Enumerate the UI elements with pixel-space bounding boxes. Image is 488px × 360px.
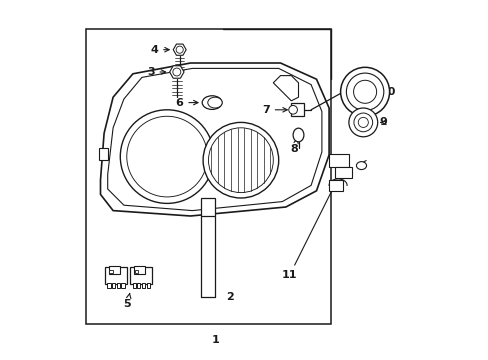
Polygon shape bbox=[101, 63, 328, 216]
Circle shape bbox=[358, 117, 367, 127]
Text: 4: 4 bbox=[150, 45, 169, 55]
Bar bbox=[105, 267, 126, 284]
Bar bbox=[130, 267, 152, 284]
Bar bbox=[134, 270, 138, 273]
Bar bbox=[86, 29, 330, 324]
Text: 7: 7 bbox=[262, 105, 286, 115]
Bar bbox=[146, 283, 149, 288]
Text: 11: 11 bbox=[281, 185, 334, 280]
Ellipse shape bbox=[356, 162, 366, 170]
Polygon shape bbox=[107, 68, 321, 211]
Circle shape bbox=[353, 113, 372, 132]
Bar bbox=[121, 283, 124, 288]
Circle shape bbox=[348, 108, 377, 137]
Circle shape bbox=[176, 46, 183, 53]
Text: 1: 1 bbox=[211, 335, 219, 345]
Bar bbox=[334, 167, 351, 178]
Bar bbox=[201, 198, 215, 216]
Circle shape bbox=[203, 122, 278, 198]
Bar bbox=[99, 148, 107, 160]
Circle shape bbox=[288, 105, 297, 114]
Text: 5: 5 bbox=[123, 293, 131, 309]
Ellipse shape bbox=[207, 97, 222, 108]
Bar bbox=[142, 283, 145, 288]
Text: 6: 6 bbox=[175, 98, 198, 108]
Bar bbox=[328, 154, 348, 167]
Ellipse shape bbox=[292, 128, 303, 142]
Circle shape bbox=[340, 67, 389, 116]
Circle shape bbox=[353, 80, 376, 103]
Text: 3: 3 bbox=[146, 67, 165, 77]
Bar bbox=[112, 283, 115, 288]
Bar bbox=[107, 283, 110, 288]
Circle shape bbox=[208, 128, 273, 193]
Bar bbox=[134, 266, 144, 274]
Bar bbox=[108, 266, 120, 274]
Polygon shape bbox=[273, 76, 298, 101]
Bar bbox=[137, 283, 140, 288]
Text: 8: 8 bbox=[290, 139, 298, 154]
Text: 2: 2 bbox=[226, 292, 233, 302]
Bar bbox=[132, 283, 136, 288]
Bar bbox=[117, 283, 120, 288]
Circle shape bbox=[126, 116, 207, 197]
Bar bbox=[291, 103, 303, 116]
Circle shape bbox=[346, 73, 383, 111]
Text: 9: 9 bbox=[379, 117, 386, 127]
Circle shape bbox=[172, 68, 181, 76]
Ellipse shape bbox=[202, 96, 222, 109]
Circle shape bbox=[120, 110, 213, 203]
Bar bbox=[109, 270, 113, 273]
Text: 10: 10 bbox=[380, 87, 395, 97]
Polygon shape bbox=[169, 66, 183, 78]
Polygon shape bbox=[173, 44, 186, 55]
Bar bbox=[328, 180, 342, 191]
